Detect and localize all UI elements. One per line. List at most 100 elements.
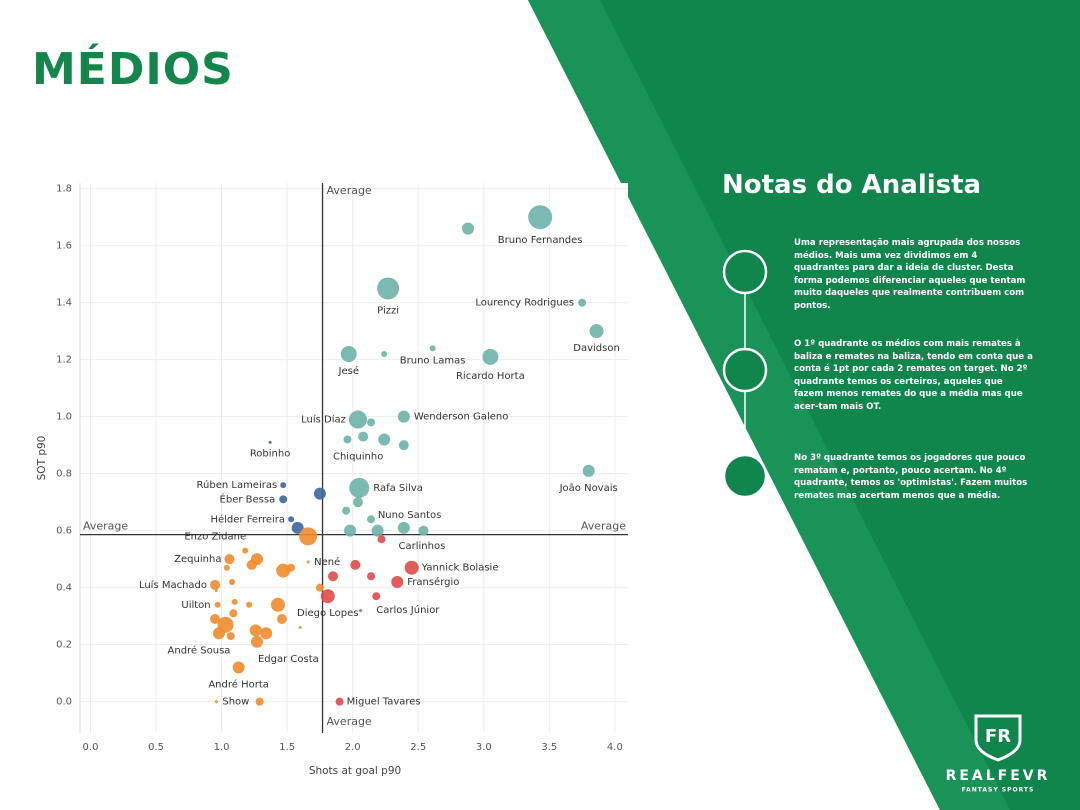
player-label: Yannick Bolasie <box>421 563 499 574</box>
average-label: Average <box>581 520 626 533</box>
player-point <box>578 298 587 307</box>
player-label: Uilton <box>181 600 210 611</box>
player-label: Rafa Silva <box>373 483 423 494</box>
player-point <box>340 345 357 362</box>
x-tick-label: 1.5 <box>279 742 295 753</box>
player-label: Lourency Rodrigues <box>475 298 574 309</box>
logo-shield <box>974 714 1022 762</box>
player-point <box>367 515 376 524</box>
player-point <box>372 592 381 601</box>
player-point <box>210 579 221 590</box>
player-point <box>229 578 236 585</box>
player-point <box>377 277 400 300</box>
x-tick-label: 2.0 <box>345 742 361 753</box>
player-label: Davidson <box>573 343 620 354</box>
note-text: Uma representação mais agrupada dos noss… <box>794 238 1026 311</box>
player-point <box>246 601 253 608</box>
note-marker <box>722 453 768 499</box>
player-label: Chiquinho <box>333 452 383 463</box>
player-label: Zequinha <box>174 554 221 565</box>
player-point <box>378 433 391 446</box>
player-point <box>306 560 310 564</box>
y-tick-label: 0.6 <box>56 526 72 537</box>
average-label: Average <box>327 715 372 728</box>
player-point <box>462 222 475 235</box>
player-label: Pizzi <box>377 305 399 316</box>
player-point <box>391 575 404 588</box>
player-point <box>287 563 296 572</box>
player-point <box>214 601 221 608</box>
note-marker <box>722 249 768 295</box>
player-point <box>352 497 363 508</box>
player-point <box>226 632 235 641</box>
player-point <box>482 348 499 365</box>
player-point <box>348 410 367 429</box>
logo-tagline: FANTASY SPORTS <box>962 787 1035 794</box>
player-point <box>335 697 344 706</box>
player-label: Bruno Fernandes <box>498 235 583 246</box>
player-point <box>276 563 291 578</box>
logo-brand: REALFEVR <box>946 768 1051 784</box>
note-marker <box>722 347 768 393</box>
player-point <box>429 345 436 352</box>
player-point <box>249 624 262 637</box>
player-point <box>260 627 273 640</box>
player-label: Wenderson Galeno <box>414 412 509 423</box>
player-point <box>397 521 410 534</box>
y-tick-label: 1.8 <box>56 184 72 195</box>
x-tick-label: 2.5 <box>410 742 426 753</box>
player-point <box>231 598 238 605</box>
player-label: Rúben Lameiras <box>197 479 278 491</box>
player-point <box>279 495 288 504</box>
player-point <box>397 410 410 423</box>
y-tick-label: 0.4 <box>56 583 72 594</box>
x-tick-label: 3.5 <box>541 742 557 753</box>
player-label: Hélder Ferreira <box>210 513 285 525</box>
player-point <box>315 583 324 592</box>
note-text: No 3º quadrante temos os jogadores que p… <box>794 453 1028 501</box>
y-tick-label: 1.2 <box>56 355 72 366</box>
x-tick-label: 0.0 <box>83 742 99 753</box>
player-point <box>344 524 357 537</box>
y-tick-label: 0.2 <box>56 640 72 651</box>
player-point <box>270 597 285 612</box>
panel-stripe <box>528 0 1010 810</box>
average-label: Average <box>83 520 128 533</box>
player-label: Jesé <box>338 365 359 377</box>
player-point <box>381 350 388 357</box>
player-point <box>299 527 318 546</box>
player-point <box>214 700 218 704</box>
x-tick-label: 4.0 <box>607 742 623 753</box>
player-label: Luís Díaz <box>301 414 346 426</box>
player-point <box>229 609 238 618</box>
player-point <box>313 487 326 500</box>
player-point <box>210 614 221 625</box>
player-point <box>367 418 376 427</box>
player-point <box>268 440 272 444</box>
x-tick-label: 0.5 <box>148 742 164 753</box>
player-point <box>371 524 384 537</box>
player-label: Diego Lopes <box>297 608 359 619</box>
player-label: Carlinhos <box>399 541 446 552</box>
player-point <box>328 571 339 582</box>
player-label: Nuno Santos <box>378 510 442 521</box>
player-label: Bruno Lamas <box>400 355 466 366</box>
player-point <box>291 521 304 534</box>
player-point <box>398 440 409 451</box>
y-tick-label: 1.0 <box>56 412 72 423</box>
player-point <box>359 608 363 612</box>
player-label: André Sousa <box>168 644 231 656</box>
y-tick-label: 1.6 <box>56 241 72 252</box>
page-title: MÉDIOS <box>32 44 234 95</box>
player-label: Fransérgio <box>407 576 459 588</box>
player-label: João Novais <box>559 483 618 494</box>
player-point <box>214 589 218 593</box>
y-tick-label: 1.4 <box>56 298 72 309</box>
player-point <box>242 547 249 554</box>
plot-area <box>80 183 628 733</box>
player-point <box>404 560 419 575</box>
player-point <box>377 535 386 544</box>
x-tick-label: 1.0 <box>214 742 230 753</box>
x-tick-label: 3.0 <box>476 742 492 753</box>
